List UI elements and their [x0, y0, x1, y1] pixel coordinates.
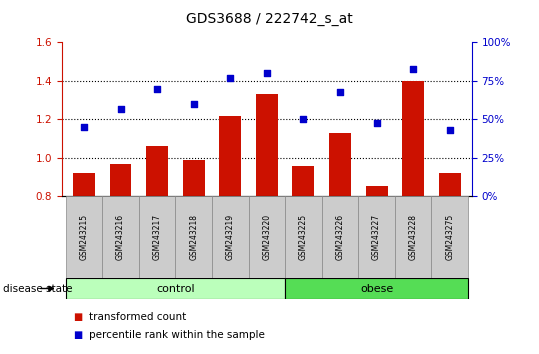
Bar: [66, 278, 285, 299]
Bar: [402, 81, 424, 350]
Text: disease state: disease state: [3, 284, 72, 293]
Bar: [395, 196, 431, 278]
Point: [299, 117, 308, 122]
Point: [262, 70, 271, 76]
Point: [116, 106, 125, 112]
Bar: [285, 278, 468, 299]
Text: GSM243275: GSM243275: [445, 214, 454, 260]
Bar: [329, 133, 351, 350]
Bar: [66, 196, 102, 278]
Bar: [365, 186, 388, 350]
Point: [226, 75, 234, 81]
Bar: [73, 173, 95, 350]
Bar: [256, 95, 278, 350]
Point: [189, 101, 198, 107]
Text: GSM243218: GSM243218: [189, 214, 198, 260]
Text: GSM243226: GSM243226: [335, 214, 344, 260]
Bar: [439, 173, 461, 350]
Bar: [431, 196, 468, 278]
Text: GSM243225: GSM243225: [299, 214, 308, 260]
Bar: [146, 147, 168, 350]
Bar: [139, 196, 175, 278]
Point: [372, 120, 381, 125]
Text: ■: ■: [73, 330, 82, 339]
Bar: [109, 164, 132, 350]
Point: [445, 127, 454, 133]
Text: GSM243228: GSM243228: [409, 214, 418, 260]
Text: GSM243220: GSM243220: [262, 214, 271, 260]
Bar: [219, 116, 241, 350]
Point: [336, 89, 344, 95]
Text: ■: ■: [73, 312, 82, 322]
Text: obese: obese: [360, 284, 393, 293]
Bar: [175, 196, 212, 278]
Text: GDS3688 / 222742_s_at: GDS3688 / 222742_s_at: [186, 12, 353, 27]
Text: GSM243219: GSM243219: [226, 214, 234, 260]
Bar: [293, 166, 314, 350]
Text: percentile rank within the sample: percentile rank within the sample: [89, 330, 265, 339]
Bar: [322, 196, 358, 278]
Text: GSM243216: GSM243216: [116, 214, 125, 260]
Text: GSM243227: GSM243227: [372, 214, 381, 260]
Text: GSM243217: GSM243217: [153, 214, 162, 260]
Bar: [183, 160, 205, 350]
Point: [153, 86, 161, 92]
Text: control: control: [156, 284, 195, 293]
Bar: [248, 196, 285, 278]
Point: [80, 124, 88, 130]
Point: [409, 66, 417, 72]
Bar: [285, 196, 322, 278]
Text: transformed count: transformed count: [89, 312, 186, 322]
Bar: [358, 196, 395, 278]
Bar: [102, 196, 139, 278]
Text: GSM243215: GSM243215: [79, 214, 88, 260]
Bar: [212, 196, 248, 278]
